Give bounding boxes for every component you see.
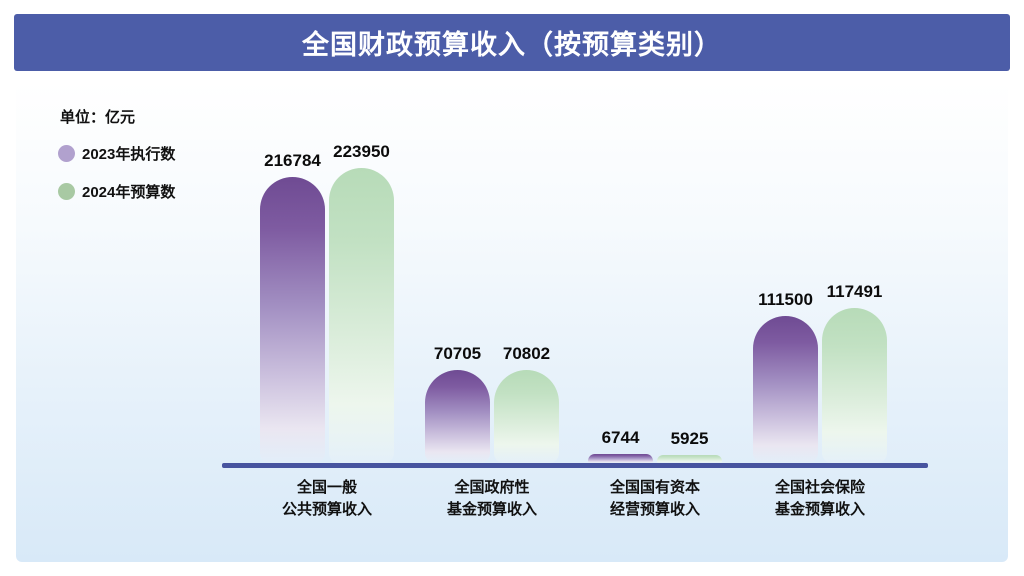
value-label-2023-group-3: 6744 bbox=[601, 428, 640, 447]
legend-swatch-2023-icon bbox=[58, 145, 75, 162]
legend: 2023年执行数 2024年预算数 bbox=[58, 143, 175, 219]
x-axis-line bbox=[222, 463, 928, 468]
legend-label-2024: 2024年预算数 bbox=[82, 184, 176, 201]
page-title: 全国财政预算收入（按预算类别） bbox=[302, 30, 722, 60]
legend-item-2024: 2024年预算数 bbox=[58, 181, 175, 202]
category-label-group-3: 全国国有资本 经营预算收入 bbox=[609, 479, 700, 518]
value-label-2024-group-4: 117491 bbox=[826, 282, 883, 301]
value-label-2024-group-1: 223950 bbox=[333, 142, 390, 161]
unit-label: 单位：亿元 bbox=[60, 109, 136, 126]
legend-item-2023: 2023年执行数 bbox=[58, 143, 175, 164]
bar-2024-group-1 bbox=[329, 168, 394, 463]
legend-swatch-2024-icon bbox=[58, 183, 75, 200]
bar-2023-group-2 bbox=[425, 370, 490, 463]
category-label-group-4: 全国社会保险 基金预算收入 bbox=[774, 479, 865, 518]
value-label-2023-group-2: 70705 bbox=[433, 344, 482, 363]
bar-2024-group-3 bbox=[657, 455, 722, 463]
title-bar: 全国财政预算收入（按预算类别） bbox=[14, 14, 1010, 71]
value-label-2024-group-2: 70802 bbox=[502, 344, 551, 363]
legend-label-2023: 2023年执行数 bbox=[82, 146, 176, 163]
bar-2024-group-2 bbox=[494, 370, 559, 463]
category-label-group-1: 全国一般 公共预算收入 bbox=[281, 479, 372, 518]
category-label-group-2: 全国政府性 基金预算收入 bbox=[446, 479, 537, 518]
value-label-2023-group-4: 111500 bbox=[758, 290, 813, 309]
value-label-2024-group-3: 5925 bbox=[670, 429, 709, 448]
value-label-2023-group-1: 216784 bbox=[264, 151, 321, 170]
bar-2023-group-4 bbox=[753, 316, 818, 463]
bar-2023-group-3 bbox=[588, 454, 653, 463]
bar-2024-group-4 bbox=[822, 308, 887, 463]
bar-2023-group-1 bbox=[260, 177, 325, 463]
